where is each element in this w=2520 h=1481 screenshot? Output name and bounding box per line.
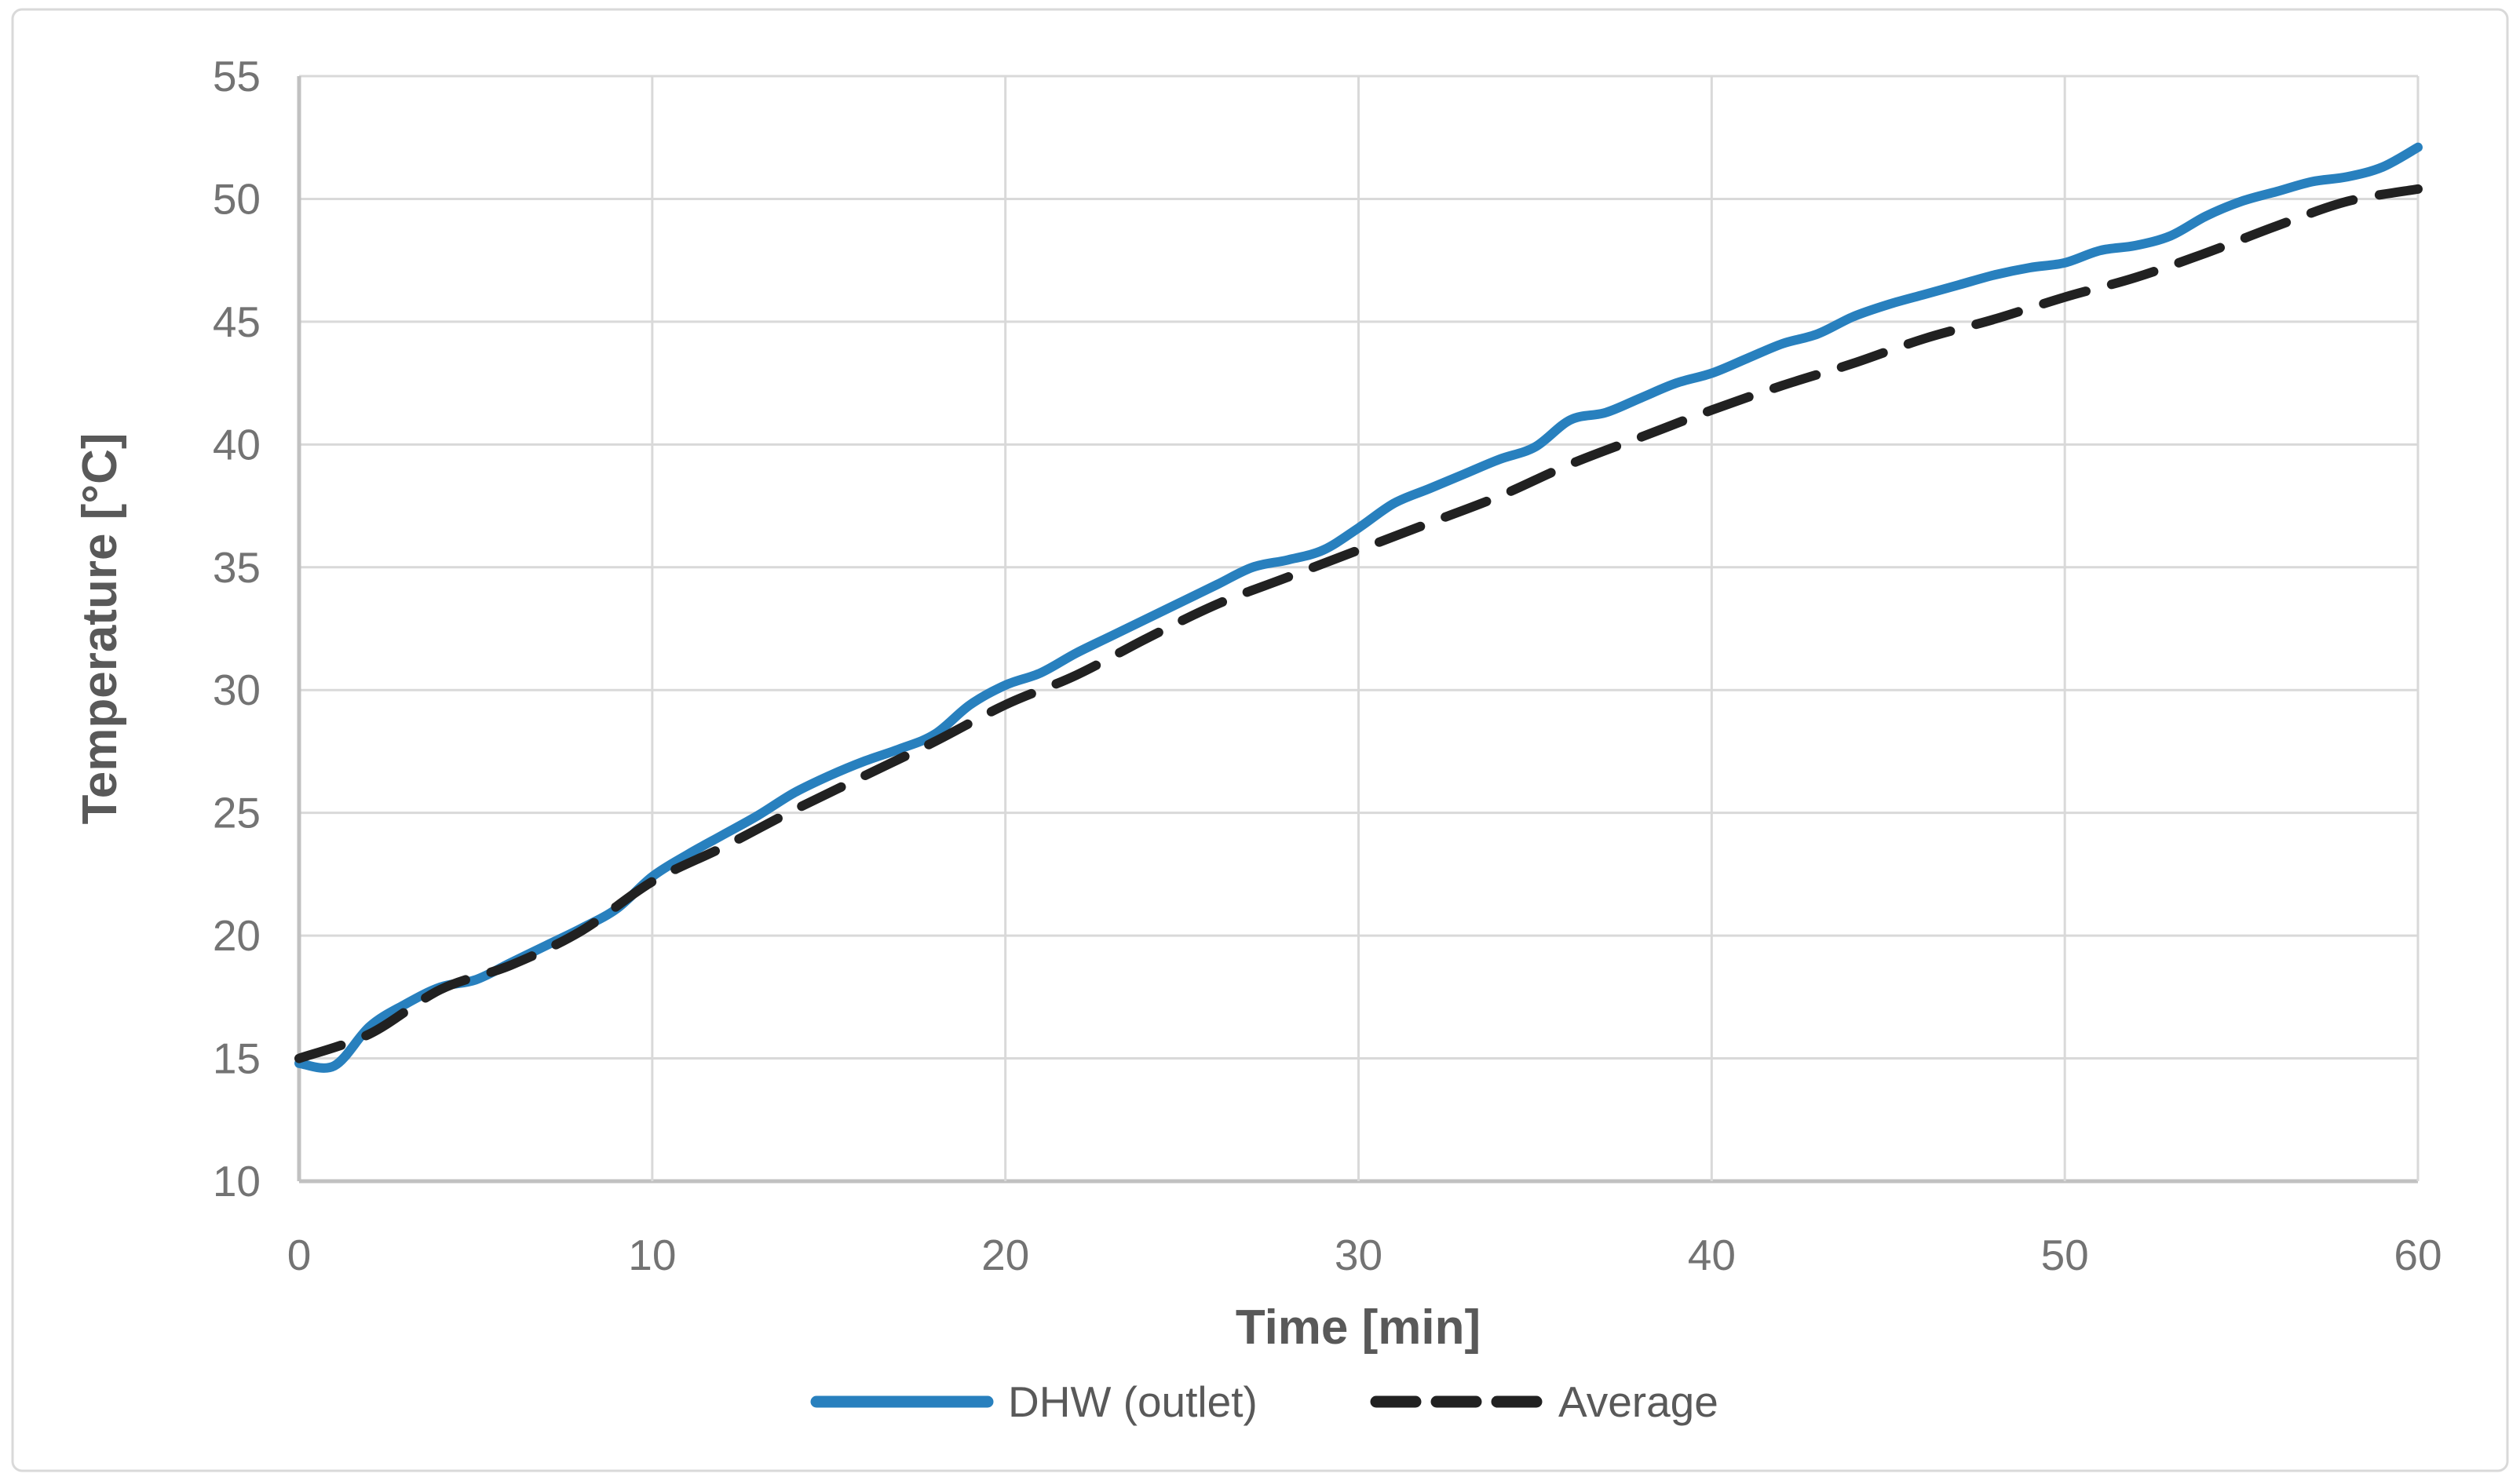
y-tick-label-30: 30	[213, 666, 261, 714]
x-tick-label-30: 30	[1335, 1231, 1382, 1279]
gridlines	[297, 75, 2420, 1184]
y-tick-label-25: 25	[213, 789, 261, 837]
x-tick-label-0: 0	[287, 1231, 312, 1279]
series-lines	[294, 142, 2423, 1073]
y-tick-label-40: 40	[213, 420, 261, 469]
y-tick-label-50: 50	[213, 174, 261, 223]
chart-border	[11, 8, 2509, 1472]
x-axis-title: Time [min]	[1236, 1300, 1481, 1355]
x-tick-label-10: 10	[628, 1231, 676, 1279]
legend-label-dhw-outlet: DHW (outlet)	[1008, 1377, 1258, 1426]
tick-labels: 10 15 20 25 30 35 40 45 50 55 0 10 20 30 40 50 60	[213, 52, 2442, 1279]
x-tick-label-60: 60	[2394, 1231, 2441, 1279]
x-tick-label-50: 50	[2041, 1231, 2089, 1279]
legend-label-average: Average	[1558, 1377, 1718, 1426]
y-tick-label-10: 10	[213, 1157, 261, 1206]
y-tick-label-20: 20	[213, 911, 261, 960]
x-tick-label-20: 20	[981, 1231, 1029, 1279]
y-tick-label-15: 15	[213, 1034, 261, 1083]
series-line-dhw-outlet	[294, 142, 2423, 1073]
y-tick-label-45: 45	[213, 297, 261, 346]
legend: DHW (outlet) Average	[810, 1377, 1718, 1426]
y-tick-label-55: 55	[213, 52, 261, 100]
y-axis-title: Temperature [°C]	[73, 432, 127, 824]
x-tick-label-40: 40	[1688, 1231, 1736, 1279]
series-line-average	[294, 184, 2423, 1063]
y-tick-label-35: 35	[213, 543, 261, 592]
